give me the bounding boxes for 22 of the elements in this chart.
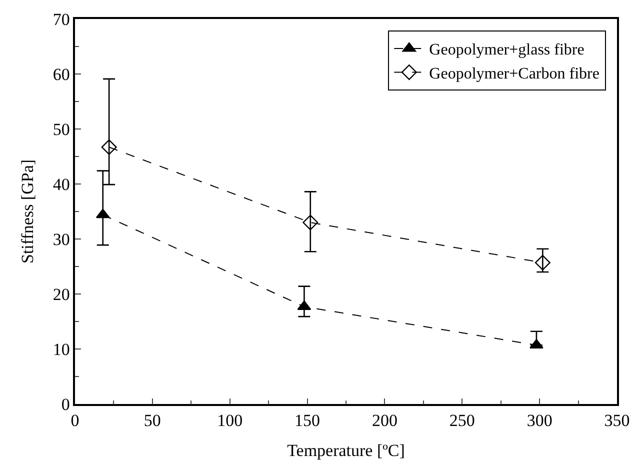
x-tick-label: 200 <box>372 411 398 430</box>
point <box>534 254 550 270</box>
x-tick-label: 150 <box>294 411 320 430</box>
y-axis-title: Stiffness [GPa] <box>18 159 37 264</box>
legend-label: Geopolymer+Carbon fibre <box>429 65 600 82</box>
x-tick-label: 250 <box>449 411 475 430</box>
x-tick-label: 50 <box>144 411 161 430</box>
y-tick-label: 20 <box>52 284 70 304</box>
y-tick-label: 50 <box>52 120 70 139</box>
point <box>101 139 117 155</box>
x-tick-label: 350 <box>604 411 630 430</box>
legend-label: Geopolymer+glass fibre <box>429 42 584 59</box>
y-tick-label: 10 <box>52 340 70 359</box>
y-tick-label: 30 <box>52 230 70 249</box>
y-tick-label: 60 <box>52 64 70 84</box>
x-tick-label: 100 <box>217 411 243 430</box>
x-tick-label: 300 <box>526 411 552 430</box>
point <box>302 214 318 230</box>
y-tick-label: 0 <box>61 394 70 414</box>
x-axis-title: Temperature [ºC] <box>287 441 405 460</box>
y-tick-label: 70 <box>52 10 70 29</box>
y-tick-label: 40 <box>52 174 70 194</box>
